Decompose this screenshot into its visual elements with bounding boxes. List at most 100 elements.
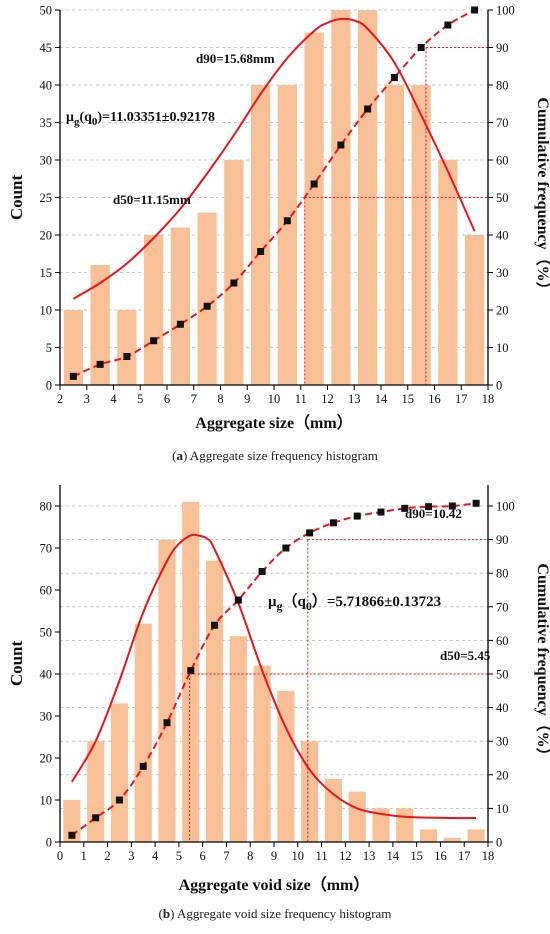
mu-label: μg(q0)=11.03351±0.92178 (66, 110, 215, 128)
cumulative-marker (69, 372, 77, 380)
cumulative-marker (96, 360, 104, 368)
x-tick-label: 4 (152, 849, 159, 863)
caption-b: (b) Aggregate void size frequency histog… (158, 906, 392, 921)
y2-tick-label: 80 (496, 79, 509, 93)
cumulative-marker (211, 621, 219, 629)
x-tick-label: 7 (223, 849, 229, 863)
bar (170, 227, 191, 385)
caption-a: (a) Aggregate size frequency histogram (172, 448, 378, 463)
bar (384, 85, 405, 385)
bar (87, 741, 105, 842)
mu-label-part: μ (66, 110, 74, 125)
cumulative-marker (257, 248, 265, 255)
bar (301, 741, 319, 842)
x-tick-label: 17 (455, 392, 468, 406)
y-tick-label: 20 (40, 752, 53, 766)
y-tick-label: 0 (46, 836, 52, 850)
y2-axis-title: Cumulative frequency（%） (534, 97, 550, 297)
y-tick-label: 50 (40, 4, 53, 18)
x-tick-label: 16 (428, 392, 441, 406)
bar (229, 636, 247, 842)
cumulative-marker (123, 353, 131, 360)
chart-panel-b: d90=10.42d50=5.45μg（q0）=5.71866±0.137230… (7, 485, 550, 894)
mu-label-subscript: 0 (92, 116, 98, 128)
mu-label-part: )=11.03351±0.92178 (97, 110, 215, 125)
x-tick-label: 16 (434, 849, 447, 863)
x-axis-title: Aggregate void size（mm） (179, 876, 370, 894)
y2-tick-label: 50 (496, 668, 509, 682)
bar (205, 560, 224, 842)
x-tick-label: 8 (247, 849, 253, 863)
y2-tick-label: 40 (496, 701, 509, 715)
y-tick-label: 40 (40, 79, 53, 93)
bar (197, 212, 217, 385)
y2-axis-title: Cumulative frequency（%） (534, 563, 550, 763)
y2-tick-label: 60 (496, 634, 509, 648)
bar (63, 310, 84, 385)
x-tick-label: 14 (375, 392, 388, 406)
cumulative-marker (306, 529, 314, 537)
bar (304, 32, 324, 385)
x-tick-label: 7 (191, 392, 197, 406)
y-tick-label: 20 (40, 229, 53, 243)
bar (224, 160, 244, 385)
x-tick-label: 2 (104, 849, 110, 863)
cumulative-marker (187, 667, 195, 675)
x-tick-label: 3 (84, 392, 90, 406)
y-tick-label: 5 (46, 341, 52, 355)
cumulative-marker (310, 180, 318, 188)
y-tick-label: 50 (40, 626, 53, 640)
y2-tick-label: 0 (496, 379, 502, 393)
cumulative-curve (71, 502, 477, 837)
fit-curve (71, 533, 477, 820)
mu-label-subscript: g (74, 116, 80, 128)
bar (357, 10, 378, 385)
x-tick-label: 9 (244, 392, 250, 406)
x-tick-label: 1 (81, 849, 87, 863)
bar (117, 310, 137, 385)
x-tick-label: 14 (387, 849, 400, 863)
mu-label-part: ）=5.71866±0.13723 (312, 592, 441, 610)
bar (158, 539, 176, 842)
mu-label: μg（q0）=5.71866±0.13723 (268, 592, 441, 613)
x-tick-label: 11 (316, 849, 328, 863)
x-tick-label: 3 (128, 849, 134, 863)
y2-tick-label: 30 (496, 266, 509, 280)
bar (90, 265, 110, 385)
y-tick-label: 25 (40, 191, 53, 205)
x-tick-label: 18 (482, 849, 495, 863)
cumulative-marker (472, 499, 480, 507)
cumulative-marker (163, 719, 171, 727)
y2-tick-label: 20 (496, 768, 509, 782)
x-tick-label: 8 (217, 392, 223, 406)
x-tick-label: 4 (110, 392, 117, 406)
d50-label: d50=5.45 (440, 648, 491, 663)
mu-label-part: (q (79, 110, 92, 125)
y-tick-label: 80 (40, 500, 53, 514)
bar (438, 160, 458, 385)
x-tick-label: 15 (402, 392, 415, 406)
cumulative-marker (176, 320, 184, 328)
cumulative-marker (282, 544, 290, 552)
x-tick-label: 6 (164, 392, 170, 406)
x-tick-label: 18 (482, 392, 495, 406)
cumulative-marker (115, 796, 123, 804)
x-tick-label: 11 (295, 392, 307, 406)
chart-panel-a: d90=15.68mmd50=11.15mmμg(q0)=11.03351±0.… (7, 4, 550, 433)
y-tick-label: 35 (40, 116, 53, 130)
y2-tick-label: 70 (496, 600, 509, 614)
x-tick-label: 0 (57, 849, 63, 863)
cumulative-marker (230, 279, 238, 287)
cumulative-marker (234, 596, 242, 604)
y-tick-label: 45 (40, 41, 53, 55)
y-tick-label: 70 (40, 542, 53, 556)
x-tick-label: 2 (57, 392, 63, 406)
cumulative-marker (150, 337, 158, 345)
cumulative-marker (139, 762, 147, 770)
cumulative-marker (353, 512, 361, 520)
bar (253, 665, 271, 842)
cumulative-marker (471, 6, 479, 14)
x-axis-title: Aggregate size（mm） (195, 414, 352, 432)
x-tick-label: 10 (268, 392, 281, 406)
mu-label-part: μ (268, 594, 277, 610)
